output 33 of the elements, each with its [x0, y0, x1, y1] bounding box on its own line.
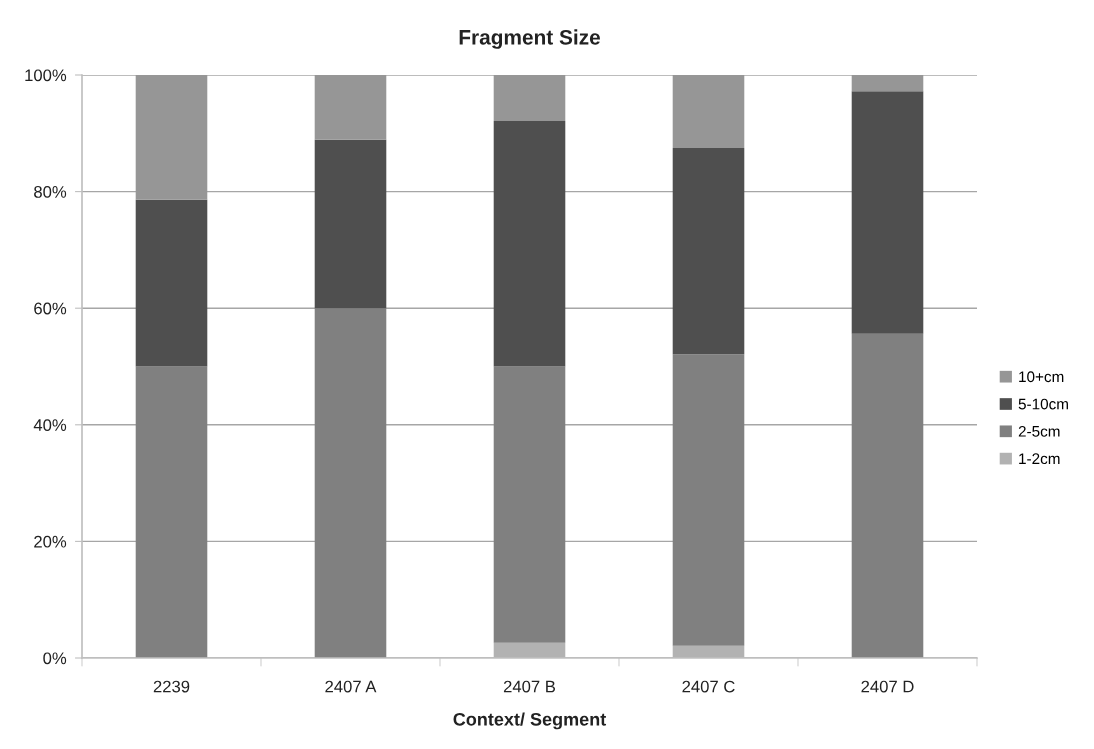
- y-tick-label: 0%: [43, 652, 67, 665]
- legend-label: 1-2cm: [1019, 453, 1060, 465]
- bar: [672, 354, 745, 646]
- x-tick-label: 2407 B: [503, 680, 556, 693]
- bar: [851, 75, 924, 92]
- bar: [493, 75, 566, 122]
- bar: [493, 121, 566, 367]
- bar: [135, 75, 208, 200]
- x-tick-label: 2407 C: [682, 680, 735, 693]
- bar: [314, 308, 387, 658]
- y-tick-label: 20%: [34, 535, 67, 548]
- x-tick-label: 2239: [153, 680, 190, 693]
- y-tick-label: 80%: [34, 186, 67, 198]
- bar: [135, 366, 208, 658]
- x-axis-title: Context/ Segment: [453, 712, 607, 730]
- x-tick-label: 2407 D: [861, 680, 914, 693]
- y-tick-label: 40%: [33, 419, 67, 431]
- bar: [314, 75, 387, 140]
- bar: [672, 75, 745, 148]
- legend-label: 10+cm: [1019, 371, 1064, 383]
- legend-label: 2-5cm: [1018, 425, 1060, 437]
- bar: [135, 199, 208, 367]
- y-tick-label: 60%: [34, 302, 67, 315]
- x-tick-label: 2407 A: [325, 680, 377, 693]
- bar: [851, 91, 924, 334]
- bar: [314, 139, 387, 309]
- chart-title: Fragment Size: [459, 29, 600, 49]
- bar: [672, 147, 745, 355]
- legend-label: 5-10cm: [1018, 398, 1068, 410]
- bar: [493, 642, 566, 658]
- y-tick-label: 100%: [25, 69, 67, 82]
- bar: [493, 366, 566, 643]
- bar: [851, 333, 924, 658]
